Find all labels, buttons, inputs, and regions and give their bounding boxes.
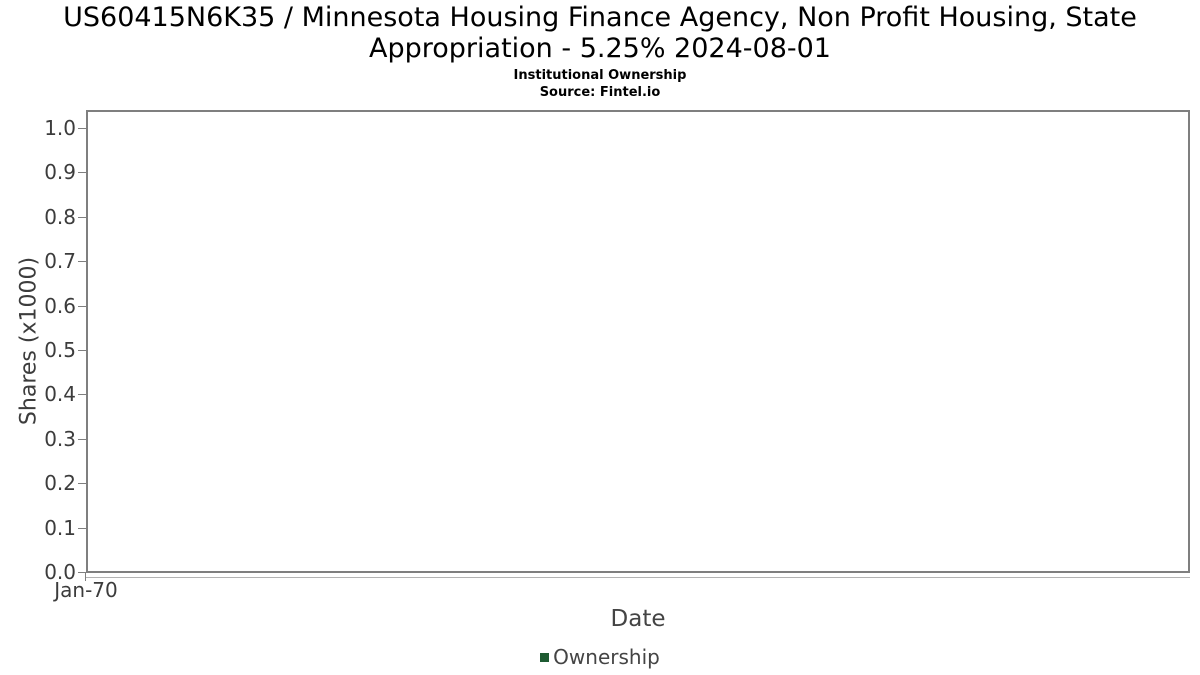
- y-tick-mark: [78, 306, 86, 307]
- x-tick-mark: [85, 573, 86, 581]
- y-tick-label: 0.1: [44, 516, 76, 540]
- y-tick-mark: [78, 528, 86, 529]
- y-tick-mark: [78, 128, 86, 129]
- plot-area: [86, 110, 1190, 573]
- chart-source-credit: Source: Fintel.io: [539, 85, 661, 100]
- y-tick-label: 0.3: [44, 427, 76, 451]
- y-tick-label: 0.0: [44, 560, 76, 584]
- x-axis-subline: [86, 577, 1190, 578]
- y-tick-mark: [78, 217, 86, 218]
- y-tick-mark: [78, 350, 86, 351]
- chart-subtitle: Institutional Ownership: [513, 68, 687, 83]
- y-tick-mark: [78, 483, 86, 484]
- chart-title: US60415N6K35 / Minnesota Housing Finance…: [0, 2, 1200, 64]
- legend-series-label: Ownership: [553, 645, 660, 669]
- y-tick-mark: [78, 572, 86, 573]
- y-tick-label: 0.6: [44, 294, 76, 318]
- chart-legend: Ownership: [0, 644, 1200, 670]
- y-tick-label: 1.0: [44, 116, 76, 140]
- chart-title-text: US60415N6K35 / Minnesota Housing Finance…: [63, 2, 1137, 64]
- y-tick-label: 0.5: [44, 338, 76, 362]
- x-axis-title: Date: [610, 606, 666, 632]
- y-tick-mark: [78, 394, 86, 395]
- y-tick-label: 0.2: [44, 471, 76, 495]
- x-tick-label: Jan-70: [54, 578, 118, 602]
- y-tick-label: 0.8: [44, 205, 76, 229]
- y-tick-label: 0.4: [44, 382, 76, 406]
- y-axis-title: Shares (x1000): [16, 256, 42, 426]
- y-tick-mark: [78, 261, 86, 262]
- y-tick-mark: [78, 439, 86, 440]
- y-tick-label: 0.9: [44, 160, 76, 184]
- ownership-series-swatch-icon: [540, 652, 550, 662]
- y-tick-label: 0.7: [44, 249, 76, 273]
- y-tick-mark: [78, 172, 86, 173]
